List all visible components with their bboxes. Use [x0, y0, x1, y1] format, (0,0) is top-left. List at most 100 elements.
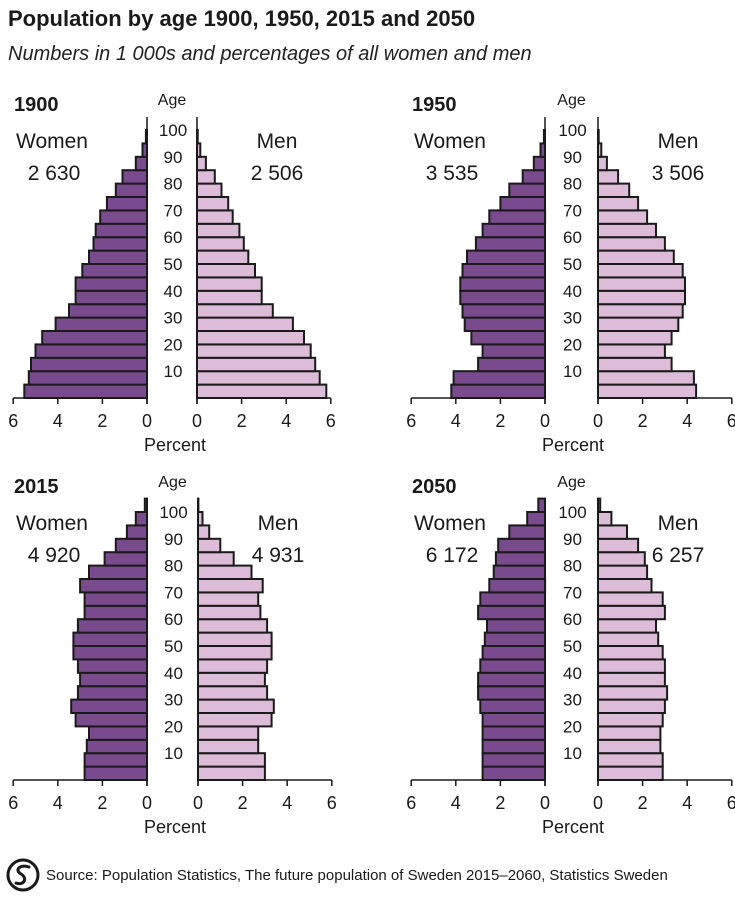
- women-total: 3 535: [426, 162, 479, 185]
- men-total: 2 506: [251, 162, 304, 185]
- women-bar-35-39: [459, 289, 546, 306]
- women-bar-0-4: [23, 383, 148, 400]
- women-x-tick-label: 0: [142, 411, 152, 431]
- women-bar-50-54: [466, 249, 546, 266]
- women-bar-5-9: [452, 370, 546, 386]
- men-bar-15-19: [597, 725, 662, 741]
- men-bar-25-29: [197, 698, 275, 715]
- women-bar-10-14: [481, 738, 546, 755]
- women-bar-45-49: [481, 645, 546, 661]
- age-tick-label: 80: [563, 557, 582, 576]
- age-axis-label: Age: [158, 92, 187, 109]
- age-tick-label: 40: [563, 282, 582, 301]
- men-bar-85-89: [196, 155, 207, 172]
- men-bar-95-99: [597, 511, 613, 527]
- women-bar-20-24: [41, 330, 149, 346]
- men-bar-70-74: [197, 578, 264, 594]
- age-tick-label: 100: [558, 121, 586, 140]
- women-bar-25-29: [70, 698, 148, 715]
- men-label: Men: [258, 512, 299, 535]
- men-label: Men: [658, 130, 699, 153]
- men-bar-25-29: [597, 698, 666, 715]
- men-bar-65-69: [196, 209, 234, 225]
- women-bar-30-34: [76, 685, 148, 701]
- men-bar-90-94: [197, 524, 211, 540]
- women-x-tick-label: 6: [8, 411, 18, 431]
- women-bar-5-9: [83, 752, 148, 768]
- women-bar-30-34: [477, 685, 546, 701]
- age-tick-label: 30: [563, 309, 582, 328]
- age-tick-label: 40: [563, 664, 582, 683]
- women-bar-45-49: [72, 645, 148, 661]
- men-bar-70-74: [597, 578, 653, 594]
- men-bar-50-54: [196, 249, 250, 266]
- men-x-tick-label: 6: [727, 411, 735, 431]
- age-axis-label: Age: [158, 474, 187, 491]
- women-bar-0-4: [450, 383, 546, 400]
- age-tick-label: 70: [164, 583, 183, 602]
- men-bar-25-29: [196, 316, 294, 333]
- women-bar-75-79: [492, 564, 546, 581]
- women-bar-25-29: [54, 316, 148, 333]
- age-tick-label: 100: [558, 503, 586, 522]
- women-bar-35-39: [79, 671, 148, 688]
- men-bar-65-69: [597, 209, 649, 225]
- women-bar-20-24: [481, 712, 546, 728]
- women-bar-80-84: [121, 169, 148, 185]
- men-bar-40-44: [597, 276, 686, 292]
- women-x-tick-label: 2: [97, 411, 107, 431]
- women-bar-50-54: [483, 631, 547, 648]
- age-tick-label: 10: [164, 362, 183, 381]
- women-bar-75-79: [88, 564, 148, 581]
- women-bar-5-9: [481, 752, 546, 768]
- age-tick-label: 70: [563, 201, 582, 220]
- women-bar-80-84: [521, 169, 546, 185]
- women-bar-35-39: [477, 671, 546, 688]
- women-bar-25-29: [479, 698, 546, 715]
- men-bar-75-79: [597, 564, 649, 581]
- men-bar-20-24: [197, 712, 273, 728]
- pyramid-2050: 6 64 42 20 0PercentAge1009080706050403020102…: [406, 474, 735, 837]
- pyramid-1900: 6 64 42 20 0PercentAge1009080706050403020101…: [8, 92, 336, 455]
- men-x-tick-label: 6: [326, 411, 336, 431]
- men-bar-5-9: [196, 370, 321, 386]
- women-bar-30-34: [461, 303, 546, 319]
- men-bar-30-34: [597, 685, 669, 701]
- men-bar-70-74: [196, 196, 230, 212]
- age-tick-label: 100: [159, 503, 187, 522]
- pyramid-1950: 6 64 42 20 0PercentAge1009080706050403020101…: [406, 92, 735, 455]
- men-bar-25-29: [597, 316, 680, 333]
- women-bar-55-59: [474, 236, 546, 252]
- pyramid-charts: 6 64 42 20 0PercentAge1009080706050403020101…: [8, 92, 735, 837]
- men-bar-10-14: [597, 738, 662, 755]
- men-x-tick-label: 2: [238, 793, 248, 813]
- women-bar-55-59: [92, 236, 148, 252]
- women-bar-60-64: [94, 222, 148, 239]
- women-bar-60-64: [481, 222, 546, 239]
- age-axis-label: Age: [557, 92, 586, 109]
- panel-title: 1900: [14, 94, 59, 116]
- women-bar-85-89: [497, 537, 546, 554]
- women-bar-50-54: [88, 249, 148, 266]
- age-tick-label: 10: [164, 744, 183, 763]
- men-bar-50-54: [597, 631, 660, 648]
- women-bar-95-99: [526, 511, 546, 527]
- women-bar-75-79: [508, 182, 547, 199]
- women-bar-15-19: [88, 725, 148, 741]
- women-bar-5-9: [27, 370, 148, 386]
- age-tick-label: 20: [164, 717, 183, 736]
- men-x-tick-label: 6: [327, 793, 337, 813]
- women-bar-10-14: [85, 738, 149, 755]
- men-bar-15-19: [196, 343, 312, 359]
- men-bar-0-4: [197, 765, 266, 782]
- men-x-tick-label: 2: [237, 411, 247, 431]
- statistics-sweden-logo-icon: [6, 858, 40, 892]
- women-bar-50-54: [72, 631, 148, 648]
- age-tick-label: 70: [164, 201, 183, 220]
- age-tick-label: 30: [563, 691, 582, 710]
- women-bar-35-39: [74, 289, 148, 306]
- age-tick-label: 80: [164, 175, 183, 194]
- men-label: Men: [658, 512, 699, 535]
- panel-title: 2050: [412, 476, 457, 498]
- women-x-tick-label: 4: [451, 793, 461, 813]
